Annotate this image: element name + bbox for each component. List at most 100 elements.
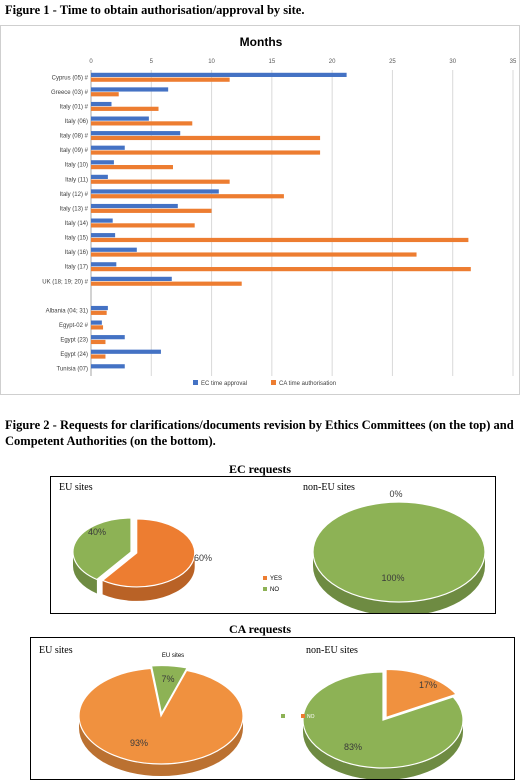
x-tick-label: 0 bbox=[89, 59, 93, 65]
legend-swatch bbox=[271, 380, 276, 385]
ec-bar bbox=[91, 320, 102, 325]
ca-bar bbox=[91, 354, 106, 359]
pie-data-label: 93% bbox=[130, 738, 148, 748]
category-label: Italy (17) bbox=[65, 265, 88, 271]
legend-yes-swatch bbox=[281, 714, 285, 718]
ec-bar bbox=[91, 131, 181, 136]
category-label: Italy (01) # bbox=[60, 104, 89, 110]
legend-yes-label: YES bbox=[270, 576, 282, 582]
ec-bar bbox=[91, 145, 125, 150]
bar-chart: Months 0 5 10 15 20 25 30 35 Cyprus (05) # Greece … bbox=[42, 35, 517, 387]
pie-slice bbox=[302, 671, 464, 769]
ec-bar bbox=[91, 218, 113, 223]
ec-bar bbox=[91, 72, 347, 77]
x-tick-label: 10 bbox=[208, 59, 215, 65]
category-label: Tunisia (07) bbox=[57, 367, 88, 373]
legend-no-swatch bbox=[301, 714, 305, 718]
pie-data-label: 83% bbox=[344, 742, 362, 752]
ca-bar bbox=[91, 281, 242, 286]
ca-bar bbox=[91, 150, 321, 155]
x-tick-label: 20 bbox=[329, 59, 336, 65]
legend-yes-swatch bbox=[263, 576, 267, 580]
ca-bar bbox=[91, 92, 119, 97]
ec-bar bbox=[91, 276, 172, 281]
ca-bar bbox=[91, 237, 469, 243]
ec-pies: EU sites non-EU sites 60% 40% 0% 100% YES NO bbox=[59, 482, 486, 613]
category-label: Italy (13) # bbox=[60, 206, 89, 212]
legend-label: EC time approval bbox=[201, 381, 247, 387]
category-label: Italy (06) bbox=[65, 119, 88, 125]
eu-sites-label: EU sites bbox=[39, 645, 73, 656]
ec-bar bbox=[91, 364, 125, 369]
category-label: Italy (12) # bbox=[60, 192, 89, 198]
ec-bar bbox=[91, 189, 219, 194]
ec-bar bbox=[91, 160, 114, 165]
pie-data-label: 40% bbox=[88, 527, 106, 537]
x-tick-label: 5 bbox=[150, 59, 154, 65]
pie-data-label: 7% bbox=[161, 674, 174, 684]
ca-requests-panel: EU sites EU sites non-EU sites 7% 93% 17% 83% Y… bbox=[30, 637, 515, 780]
pie-data-label: 100% bbox=[381, 573, 404, 583]
category-label: Italy (10) bbox=[65, 163, 88, 169]
legend-yes-label: YES bbox=[287, 714, 298, 720]
category-label: Italy (16) bbox=[65, 250, 88, 256]
ca-requests-heading: CA requests bbox=[228, 622, 292, 636]
category-label: Italy (08) # bbox=[60, 134, 89, 140]
legend-no-label: NO bbox=[307, 714, 315, 720]
figure1-caption: Figure 1 - Time to obtain authorisation/… bbox=[5, 3, 305, 17]
pie-slice bbox=[312, 501, 486, 603]
bar-chart-panel: Months 0 5 10 15 20 25 30 35 Cyprus (05) # Greece … bbox=[0, 25, 520, 395]
category-label: Italy (09) # bbox=[60, 148, 89, 154]
pie-slice bbox=[101, 518, 196, 588]
eu-pie-title: EU sites bbox=[162, 653, 184, 659]
category-label: Italy (14) bbox=[65, 221, 88, 227]
category-label: Italy (11) bbox=[65, 177, 88, 183]
non-eu-sites-label: non-EU sites bbox=[306, 645, 358, 656]
ca-bar bbox=[91, 339, 106, 345]
ec-requests-heading: EC requests bbox=[228, 462, 292, 476]
pie-slice bbox=[150, 664, 189, 716]
ca-pies: EU sites EU sites non-EU sites 7% 93% 17% 83% Y… bbox=[39, 645, 464, 779]
eu-sites-label: EU sites bbox=[59, 482, 93, 493]
pie-slice-edge bbox=[79, 716, 243, 776]
pie-data-label: 17% bbox=[419, 680, 437, 690]
pie-slice bbox=[78, 667, 244, 765]
x-tick-label: 25 bbox=[389, 59, 396, 65]
category-label: Egypt (23) bbox=[60, 338, 88, 344]
category-label: Albania (04; 31) bbox=[46, 308, 88, 314]
ec-bar bbox=[91, 305, 108, 311]
ec-bar bbox=[91, 349, 161, 354]
ca-bar bbox=[91, 165, 173, 170]
ca-bar bbox=[91, 179, 230, 184]
ec-bar bbox=[91, 174, 108, 179]
ec-bar bbox=[91, 203, 178, 209]
ca-bar bbox=[91, 77, 230, 82]
legend-label: CA time authorisation bbox=[279, 381, 336, 387]
legend-no-label: NO bbox=[270, 587, 279, 593]
category-label: Italy (15) bbox=[65, 236, 88, 242]
ca-bar bbox=[91, 194, 284, 199]
non-eu-sites-label: non-EU sites bbox=[303, 482, 355, 493]
legend-swatch bbox=[193, 380, 198, 385]
figure2-caption: Figure 2 - Requests for clarifications/d… bbox=[5, 418, 514, 448]
ca-bar bbox=[91, 252, 417, 257]
pie-slice bbox=[385, 668, 458, 719]
ca-bar bbox=[91, 325, 104, 330]
ca-bar bbox=[91, 135, 321, 141]
category-label: Cyprus (05) # bbox=[52, 75, 89, 81]
ca-bar bbox=[91, 267, 471, 272]
ec-bar bbox=[91, 87, 169, 92]
ca-bar bbox=[91, 106, 159, 111]
category-label: Egypt (24) bbox=[60, 352, 88, 358]
pie-slice bbox=[72, 517, 132, 581]
chart-title: Months bbox=[240, 35, 283, 49]
pie-data-label: 60% bbox=[194, 553, 212, 563]
legend-no-swatch bbox=[263, 587, 267, 591]
ca-bar bbox=[91, 208, 212, 213]
pie-slice-edge bbox=[102, 552, 195, 601]
ec-bar bbox=[91, 101, 112, 107]
ca-bar bbox=[91, 310, 107, 315]
ec-bar bbox=[91, 262, 117, 267]
ca-bar bbox=[91, 121, 193, 126]
x-tick-label: 35 bbox=[510, 59, 517, 65]
